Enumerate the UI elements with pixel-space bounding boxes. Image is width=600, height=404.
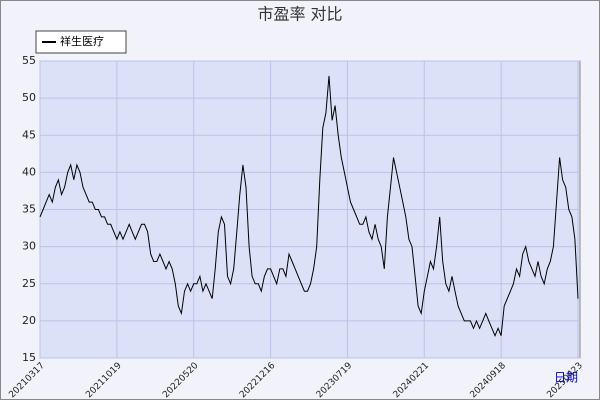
y-tick-label: 40 [22, 165, 36, 178]
y-tick-label: 35 [22, 203, 36, 216]
x-axis-label: 日期 [554, 371, 578, 385]
y-tick-label: 55 [22, 54, 36, 67]
y-tick-label: 30 [22, 240, 36, 253]
chart-title: 市盈率 对比 [257, 5, 342, 24]
y-tick-label: 25 [22, 277, 36, 290]
y-tick-label: 15 [22, 351, 36, 364]
legend-box [35, 30, 127, 54]
y-tick-label: 45 [22, 128, 36, 141]
series-line [39, 75, 579, 337]
legend-label: 祥生医疗 [60, 34, 104, 48]
y-tick-label: 20 [22, 314, 36, 327]
y-tick-label: 50 [22, 91, 36, 104]
